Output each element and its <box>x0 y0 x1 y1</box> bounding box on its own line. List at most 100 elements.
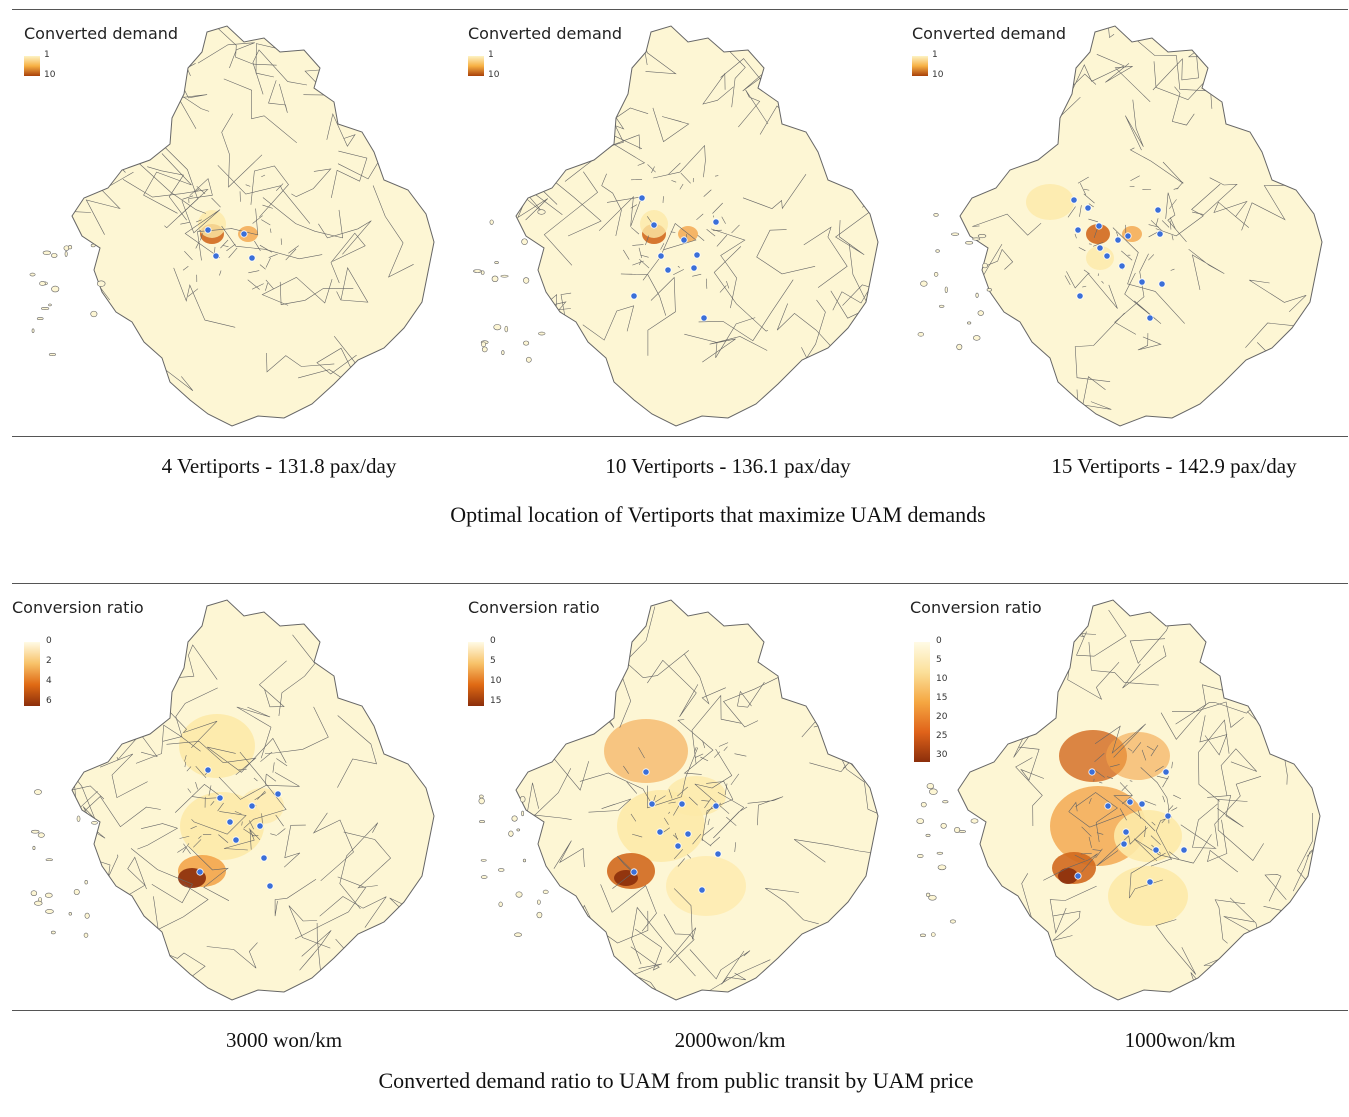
district-boundary <box>1094 752 1105 763</box>
island <box>975 292 979 298</box>
island <box>520 795 526 803</box>
district-boundary <box>563 365 586 426</box>
island <box>37 832 45 838</box>
district-boundary <box>1105 63 1151 103</box>
district-boundary <box>553 367 580 426</box>
district-boundary <box>840 660 877 692</box>
district-boundary <box>1246 56 1309 80</box>
district-boundary <box>1121 250 1133 261</box>
district-boundary <box>638 247 642 259</box>
district-boundary <box>645 235 650 246</box>
district-boundary <box>181 200 221 259</box>
island <box>480 270 485 275</box>
district-boundary <box>223 78 297 144</box>
island <box>48 353 57 357</box>
district-boundary <box>72 88 91 142</box>
island <box>920 933 926 937</box>
district-boundary <box>1156 775 1169 780</box>
district-boundary <box>222 245 229 247</box>
district-boundary <box>707 818 710 826</box>
district-boundary <box>1088 203 1094 208</box>
district-boundary <box>647 747 699 809</box>
district-boundary <box>870 105 878 162</box>
district-boundary <box>694 747 697 752</box>
district-boundary <box>195 781 198 790</box>
district-boundary <box>689 949 751 980</box>
island <box>965 241 974 245</box>
island <box>84 880 88 885</box>
vertiport-marker <box>1122 828 1130 836</box>
district-boundary <box>972 213 1042 236</box>
district-boundary <box>81 67 110 105</box>
district-boundary <box>135 724 201 764</box>
caption-4-vertiports: 4 Vertiports - 131.8 pax/day <box>161 454 397 478</box>
district-boundary <box>1096 827 1148 867</box>
island <box>51 253 58 258</box>
vertiport-marker <box>712 802 720 810</box>
district-boundary <box>553 840 585 869</box>
district-boundary <box>193 839 202 848</box>
vertiport-marker <box>204 226 212 234</box>
map-panel-1000-won: Conversion ratio 0 5 10 15 20 25 30 <box>898 586 1338 1006</box>
district-boundary <box>291 168 332 198</box>
district-boundary <box>734 842 737 852</box>
district-boundary <box>677 858 685 867</box>
district-boundary <box>351 600 372 627</box>
district-boundary <box>1214 899 1246 944</box>
district-boundary <box>688 796 698 806</box>
vertiport-marker <box>1124 232 1132 240</box>
island <box>30 890 38 896</box>
district-boundary <box>182 195 194 200</box>
legend-title: Conversion ratio <box>12 598 144 617</box>
district-boundary <box>363 38 394 88</box>
island <box>90 310 98 318</box>
island <box>45 858 53 862</box>
district-boundary <box>1088 798 1092 804</box>
island <box>39 281 46 286</box>
map-outline <box>959 25 1323 427</box>
district-boundary <box>639 260 642 265</box>
map-group <box>473 25 879 427</box>
region-map <box>473 25 879 427</box>
district-boundary <box>183 843 191 854</box>
district-boundary <box>731 224 740 234</box>
district-boundary <box>719 285 727 293</box>
caption-3000-won: 3000 won/km <box>225 1028 343 1052</box>
district-boundary <box>1173 794 1182 800</box>
district-boundary <box>1094 723 1146 758</box>
district-boundary <box>245 184 251 187</box>
legend-tick: 5 <box>490 656 496 666</box>
island <box>30 829 40 834</box>
district-boundary <box>332 380 360 426</box>
legend-tick: 15 <box>490 696 502 706</box>
island <box>494 261 499 264</box>
legend-tick: 10 <box>44 70 56 80</box>
district-boundary <box>680 172 691 184</box>
district-boundary <box>668 789 673 799</box>
vertiport-marker <box>1146 314 1154 322</box>
island <box>933 272 939 277</box>
district-boundary <box>874 803 878 857</box>
district-boundary <box>677 719 714 775</box>
district-boundary <box>1240 64 1272 99</box>
legend-tick: 0 <box>936 636 942 646</box>
district-boundary <box>598 196 643 231</box>
district-boundary <box>153 884 209 930</box>
district-boundary <box>1144 825 1146 838</box>
district-boundary <box>1093 241 1104 247</box>
legend-tick: 0 <box>490 636 496 646</box>
district-boundary <box>1088 836 1092 848</box>
district-boundary <box>630 813 637 822</box>
district-boundary <box>747 796 784 826</box>
district-boundary <box>662 196 664 203</box>
district-boundary <box>265 279 274 290</box>
island <box>501 350 505 355</box>
district-boundary <box>266 352 335 373</box>
district-boundary <box>701 781 734 841</box>
island <box>68 245 73 250</box>
district-boundary <box>1148 254 1155 261</box>
legend-tick: 1 <box>44 50 50 60</box>
district-boundary <box>1283 93 1322 132</box>
island <box>480 875 488 879</box>
demand-area <box>1059 730 1127 782</box>
